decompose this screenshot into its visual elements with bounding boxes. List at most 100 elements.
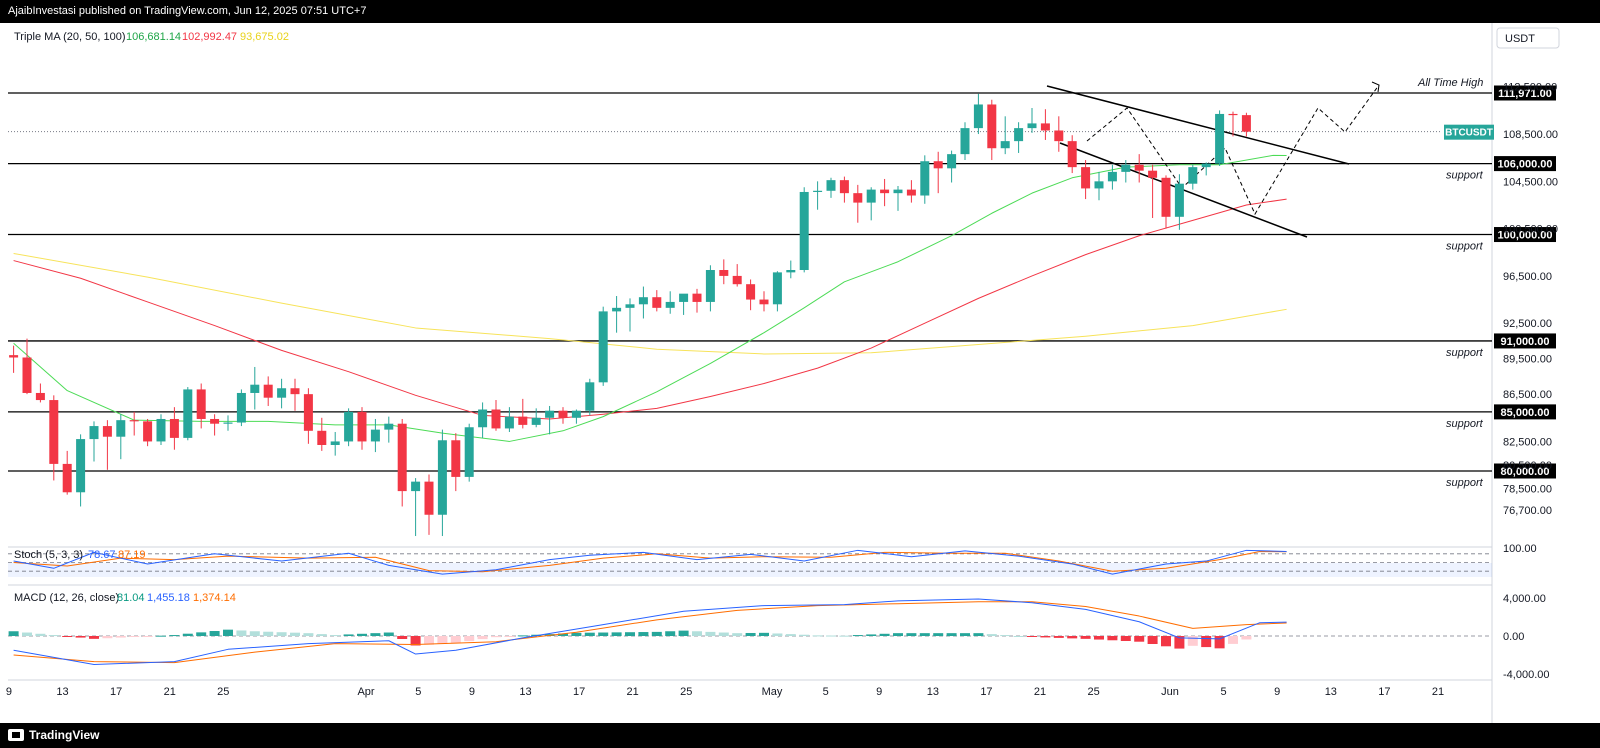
candle-5 [76, 434, 86, 507]
candle-body-27 [370, 429, 380, 442]
time-tick-20: 5 [1221, 686, 1227, 698]
macd-hist-bar-28 [383, 632, 394, 636]
macd-hist-bar-51 [692, 631, 702, 636]
candle-body-74 [1000, 141, 1010, 149]
candle-body-36 [491, 409, 501, 429]
time-tick-9: 17 [573, 686, 585, 698]
projection-arrowhead [1371, 81, 1380, 93]
macd-hist-bar-14 [196, 632, 207, 636]
candle-body-59 [799, 191, 809, 271]
candle-42 [571, 409, 581, 424]
macd-hist-bar-63 [852, 635, 863, 637]
candle-body-10 [143, 421, 153, 442]
macd-hist-bar-76 [1027, 636, 1037, 637]
candle-body-47 [638, 297, 648, 305]
moving-averages [13, 154, 1287, 442]
time-tick-5: Apr [357, 686, 374, 698]
ma20-line [13, 154, 1287, 442]
macd-hist-bar-88 [1187, 636, 1198, 646]
candle-7 [102, 420, 112, 470]
candle-body-86 [1161, 177, 1171, 217]
candle-body-57 [772, 272, 782, 305]
macd-hist-bar-12 [169, 635, 180, 637]
candle-body-26 [357, 411, 367, 442]
macd-hist-bar-26 [357, 633, 367, 636]
level-tag-bg-1 [1494, 156, 1556, 172]
candle-body-46 [625, 304, 635, 308]
candle-body-21 [290, 388, 300, 395]
support-label-2: support [1446, 241, 1484, 253]
macd-hist-bar-59 [799, 634, 810, 636]
macd-hist-bar-49 [665, 631, 676, 636]
macd-hist-bar-41 [558, 633, 568, 636]
candle-body-25 [344, 411, 354, 442]
candle-body-80 [1081, 167, 1091, 189]
currency-button[interactable]: USDT [1496, 27, 1560, 49]
price-tick-3: 100,500.00 [1503, 224, 1558, 236]
time-tick-10: 21 [627, 686, 639, 698]
candle-49 [665, 291, 675, 314]
macd-hist-bar-90 [1214, 636, 1225, 649]
candle-body-65 [880, 189, 890, 194]
level-tag-text-4: 85,000.00 [1501, 407, 1550, 419]
candle-body-34 [464, 427, 474, 477]
candle-83 [1121, 160, 1131, 183]
time-tick-8: 13 [519, 686, 531, 698]
level-tag-bg-3 [1494, 333, 1556, 349]
candle-body-62 [839, 180, 849, 194]
candle-48 [652, 290, 662, 312]
candle-body-13 [183, 389, 193, 438]
macd-hist-bar-74 [1000, 635, 1011, 637]
time-tick-22: 13 [1325, 686, 1337, 698]
macd-legend-name: MACD (12, 26, close) [14, 592, 119, 604]
macd-hist-bar-75 [1013, 636, 1024, 637]
macd-hist-bar-66 [893, 633, 903, 636]
price-tick-6: 89,500.00 [1503, 354, 1552, 366]
stoch-pane: 100.00 [8, 543, 1537, 575]
candle-body-67 [906, 189, 916, 196]
level-tag-1: 106,000.00 [1494, 156, 1556, 172]
macd-hist-bar-65 [879, 633, 890, 636]
candle-9 [129, 411, 139, 436]
macd-hist-bar-13 [182, 633, 193, 636]
time-tick-2: 17 [110, 686, 122, 698]
macd-hist-bar-36 [491, 636, 501, 638]
macd-hist-bar-56 [759, 632, 769, 636]
candle-74 [1000, 116, 1010, 155]
stoch-axis-label: 100.00 [1503, 543, 1537, 555]
candle-body-90 [1215, 113, 1225, 164]
candle-15 [210, 414, 220, 436]
macd-hist-bar-3 [48, 635, 59, 637]
level-tag-text-3: 91,000.00 [1501, 336, 1550, 348]
candle-body-18 [250, 384, 260, 393]
time-tick-7: 9 [469, 686, 475, 698]
price-tick-2: 104,500.00 [1503, 176, 1558, 188]
macd-hist-bar-89 [1201, 636, 1212, 648]
candle-body-50 [679, 293, 689, 302]
candle-body-82 [1107, 171, 1117, 182]
macd-hist-bar-72 [973, 633, 984, 636]
candle-body-0 [9, 355, 19, 358]
time-tick-11: 25 [680, 686, 692, 698]
candle-body-11 [156, 418, 166, 442]
macd-hist-bar-31 [424, 636, 434, 645]
candle-26 [357, 407, 367, 450]
macd-hist-bar-5 [75, 636, 86, 638]
candle-body-51 [692, 293, 702, 302]
time-tick-3: 21 [164, 686, 176, 698]
macd-hist-bar-62 [839, 635, 850, 637]
time-tick-24: 21 [1432, 686, 1444, 698]
candle-body-42 [571, 410, 581, 418]
candle-1 [22, 338, 32, 395]
candle-65 [880, 178, 890, 207]
candle-body-60 [813, 190, 823, 192]
candle-80 [1081, 160, 1091, 200]
price-tick-4: 96,500.00 [1503, 271, 1552, 283]
macd-hist-bar-22 [303, 633, 314, 636]
time-tick-19: Jun [1161, 686, 1179, 698]
candle-body-63 [853, 193, 863, 203]
price-tick-11: 76,700.00 [1503, 505, 1552, 517]
candle-81 [1094, 171, 1104, 201]
candle-body-38 [518, 416, 528, 425]
